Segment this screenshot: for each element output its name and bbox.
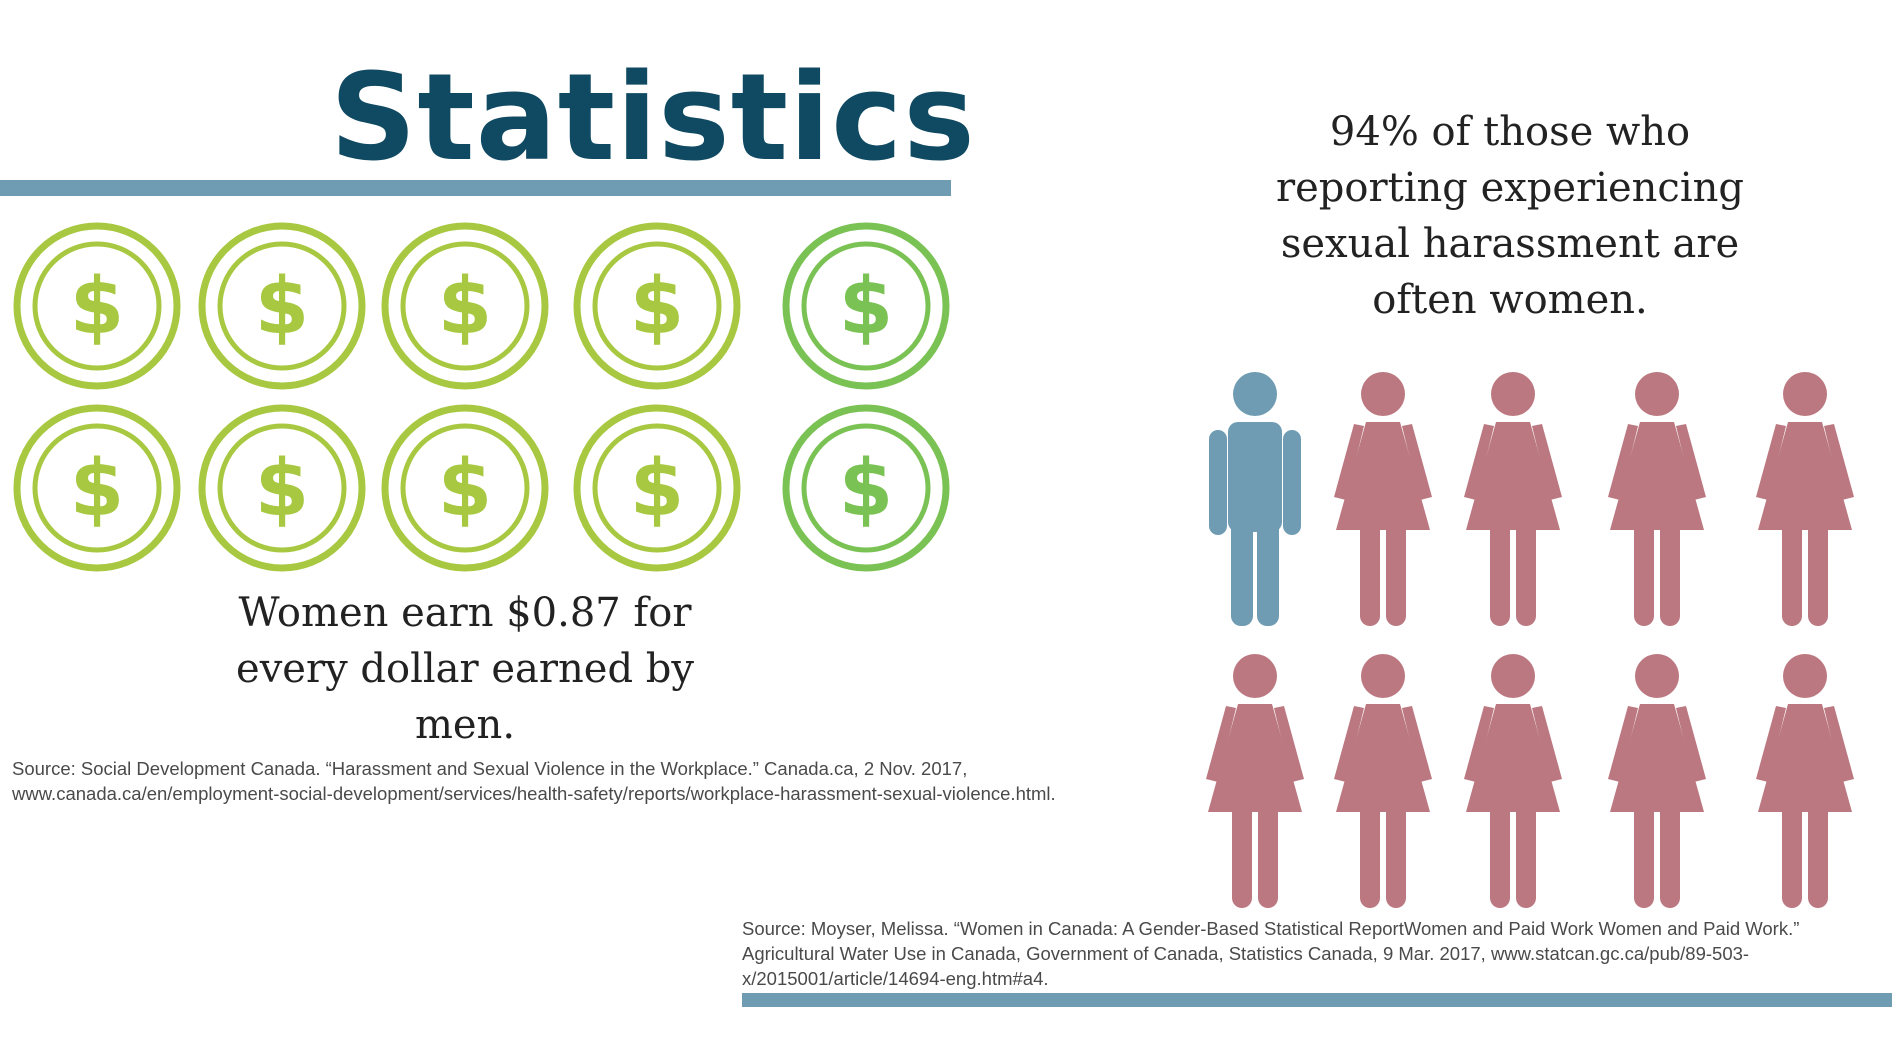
source-citation-left: Source: Social Development Canada. “Hara… <box>12 758 1056 804</box>
female-person-icon <box>1750 370 1860 634</box>
svg-text:$: $ <box>70 262 124 352</box>
svg-text:$: $ <box>438 262 492 352</box>
svg-text:$: $ <box>839 262 893 352</box>
svg-text:$: $ <box>255 262 309 352</box>
svg-text:$: $ <box>630 262 684 352</box>
harassment-statistic: 94% of those who reporting experiencing … <box>1276 109 1744 323</box>
dollar-coin-icon: $ <box>573 222 741 390</box>
page-title: Statistics <box>330 49 976 188</box>
female-person-icon <box>1458 652 1568 916</box>
bottom-divider <box>742 993 1892 1007</box>
title-underline <box>0 180 951 196</box>
female-person-icon <box>1328 652 1438 916</box>
dollar-coin-icon: $ <box>381 404 549 572</box>
dollar-coin-icon: $ <box>13 222 181 390</box>
male-person-icon <box>1200 370 1310 634</box>
dollar-coin-icon: $ <box>13 404 181 572</box>
svg-text:$: $ <box>839 444 893 534</box>
female-person-icon <box>1750 652 1860 916</box>
svg-text:$: $ <box>255 444 309 534</box>
coin-grid: $ $ $ $ $ $ $ $ $ $ <box>13 222 950 572</box>
svg-text:$: $ <box>70 444 124 534</box>
wage-gap-statistic: Women earn $0.87 for every dollar earned… <box>236 590 694 748</box>
dollar-coin-icon: $ <box>198 404 366 572</box>
source-citation-right: Source: Moyser, Melissa. “Women in Canad… <box>742 918 1800 989</box>
female-person-icon <box>1458 370 1568 634</box>
dollar-coin-icon: $ <box>198 222 366 390</box>
female-person-icon <box>1200 652 1310 916</box>
dollar-coin-icon: $ <box>573 404 741 572</box>
people-pictogram <box>1170 350 1892 910</box>
svg-text:$: $ <box>438 444 492 534</box>
female-person-icon <box>1328 370 1438 634</box>
svg-text:$: $ <box>630 444 684 534</box>
female-person-icon <box>1602 652 1712 916</box>
female-person-icon <box>1602 370 1712 634</box>
dollar-coin-icon: $ <box>381 222 549 390</box>
dollar-coin-icon: $ <box>782 222 950 390</box>
dollar-coin-icon: $ <box>782 404 950 572</box>
